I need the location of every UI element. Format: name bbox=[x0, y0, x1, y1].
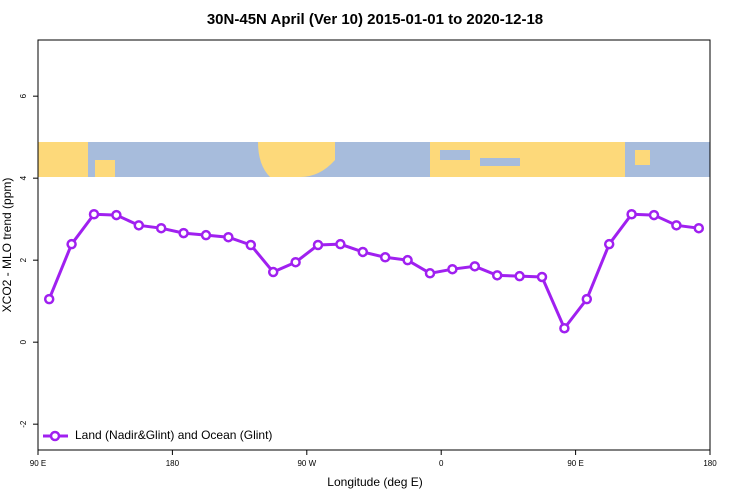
point bbox=[603, 238, 615, 250]
point bbox=[626, 209, 637, 220]
point bbox=[469, 261, 481, 272]
sea bbox=[480, 158, 520, 166]
point bbox=[693, 222, 705, 234]
point bbox=[402, 254, 413, 266]
land bbox=[95, 160, 115, 177]
series-line bbox=[47, 212, 699, 332]
point bbox=[379, 252, 391, 263]
point bbox=[447, 263, 458, 275]
sea bbox=[440, 150, 470, 160]
y-tick-label: 2 bbox=[19, 257, 28, 262]
x-tick-label: 90 W bbox=[297, 459, 316, 468]
land bbox=[635, 150, 650, 165]
x-tick-label: 0 bbox=[439, 459, 444, 468]
point bbox=[290, 256, 301, 268]
y-tick-label: 6 bbox=[19, 93, 28, 98]
y-tick-label: 4 bbox=[19, 175, 28, 180]
point bbox=[200, 229, 212, 241]
point bbox=[111, 209, 122, 221]
y-axis-label: XCO2 - MLO trend (ppm) bbox=[0, 178, 14, 313]
map-band bbox=[38, 142, 710, 177]
land bbox=[38, 142, 88, 177]
point bbox=[223, 231, 234, 243]
x-tick-label: 180 bbox=[166, 459, 180, 468]
point bbox=[88, 209, 100, 220]
point bbox=[581, 293, 593, 305]
point bbox=[133, 220, 145, 231]
point bbox=[424, 268, 436, 279]
point bbox=[559, 322, 570, 334]
plot-frame bbox=[37, 39, 711, 451]
point bbox=[43, 293, 55, 305]
point bbox=[66, 238, 77, 250]
point bbox=[648, 209, 660, 221]
point bbox=[536, 271, 548, 283]
point bbox=[357, 246, 369, 258]
legend-label: Land (Nadir&Glint) and Ocean (Glint) bbox=[75, 428, 272, 442]
point bbox=[514, 270, 525, 282]
y-tick-label: -2 bbox=[19, 420, 28, 428]
point bbox=[335, 238, 346, 250]
x-axis-label: Longitude (deg E) bbox=[327, 475, 422, 489]
x-tick-label: 180 bbox=[703, 459, 717, 468]
chart-title: 30N-45N April (Ver 10) 2015-01-01 to 202… bbox=[207, 11, 543, 28]
land bbox=[258, 142, 335, 177]
point bbox=[155, 222, 167, 234]
point bbox=[245, 239, 257, 251]
point bbox=[671, 220, 682, 231]
point bbox=[312, 239, 324, 251]
point bbox=[491, 270, 503, 281]
point bbox=[178, 227, 189, 239]
point bbox=[267, 266, 279, 278]
x-tick-label: 90 E bbox=[30, 459, 46, 468]
legend-marker bbox=[49, 430, 61, 442]
x-tick-label: 90 E bbox=[567, 459, 583, 468]
y-tick-label: 0 bbox=[19, 339, 28, 344]
